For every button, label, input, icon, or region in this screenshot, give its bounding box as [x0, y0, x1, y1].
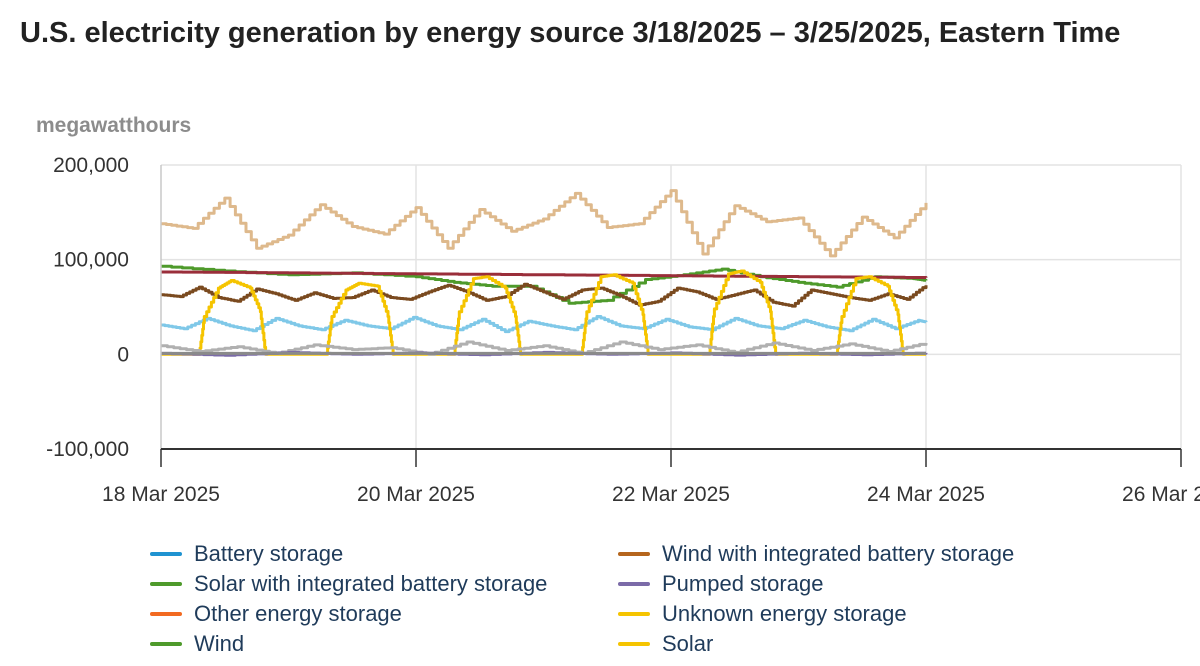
series-line-0	[161, 189, 928, 258]
y-tick-label: 200,000	[53, 154, 129, 177]
grid-layer	[161, 164, 1182, 449]
x-tick-label: 22 Mar 2025	[612, 483, 730, 506]
x-tick-label: 26 Mar 2025	[1122, 483, 1200, 506]
legend-label: Solar with integrated battery storage	[194, 571, 548, 596]
legend-item[interactable]: Solar with integrated battery storage	[150, 571, 547, 597]
legend-swatch	[618, 582, 650, 586]
legend-label: Wind	[194, 631, 245, 656]
legend-swatch	[150, 612, 182, 616]
legend-swatch	[150, 552, 182, 556]
series-line-2	[161, 270, 928, 279]
y-tick-label: 100,000	[53, 249, 129, 272]
axis-layer: 200,000 100,000 0 -100,000 18 Mar 2025 20 Mar…	[46, 154, 1200, 506]
x-tick-label: 20 Mar 2025	[357, 483, 475, 506]
legend-item[interactable]: Unknown energy storage	[618, 601, 907, 627]
series-line-4	[161, 315, 928, 334]
legend-item[interactable]: Solar	[618, 631, 713, 657]
x-tick-label: 18 Mar 2025	[102, 483, 220, 506]
series-layer	[161, 189, 928, 357]
x-tick-label: 24 Mar 2025	[867, 483, 985, 506]
legend-swatch	[618, 612, 650, 616]
legend-swatch	[618, 642, 650, 646]
legend-swatch	[150, 582, 182, 586]
legend-item[interactable]: Other energy storage	[150, 601, 402, 627]
legend-item[interactable]: Wind	[150, 631, 244, 657]
series-line-6	[161, 340, 928, 356]
legend-label: Unknown energy storage	[662, 601, 907, 626]
legend-item[interactable]: Pumped storage	[618, 571, 823, 597]
y-tick-label: -100,000	[46, 438, 129, 461]
series-line-3	[161, 282, 928, 308]
y-axis-units-label: megawatthours	[36, 114, 192, 137]
legend-label: Solar	[662, 631, 714, 656]
legend-swatch	[618, 552, 650, 556]
legend-item[interactable]: Wind with integrated battery storage	[618, 541, 1014, 567]
legend-label: Battery storage	[194, 541, 344, 566]
legend-label: Other energy storage	[194, 601, 402, 626]
legend-item[interactable]: Battery storage	[150, 541, 343, 567]
legend-swatch	[150, 642, 182, 646]
chart-title: U.S. electricity generation by energy so…	[20, 17, 1121, 49]
legend-label: Pumped storage	[662, 571, 824, 596]
legend-label: Wind with integrated battery storage	[662, 541, 1015, 566]
y-tick-label: 0	[117, 343, 129, 366]
